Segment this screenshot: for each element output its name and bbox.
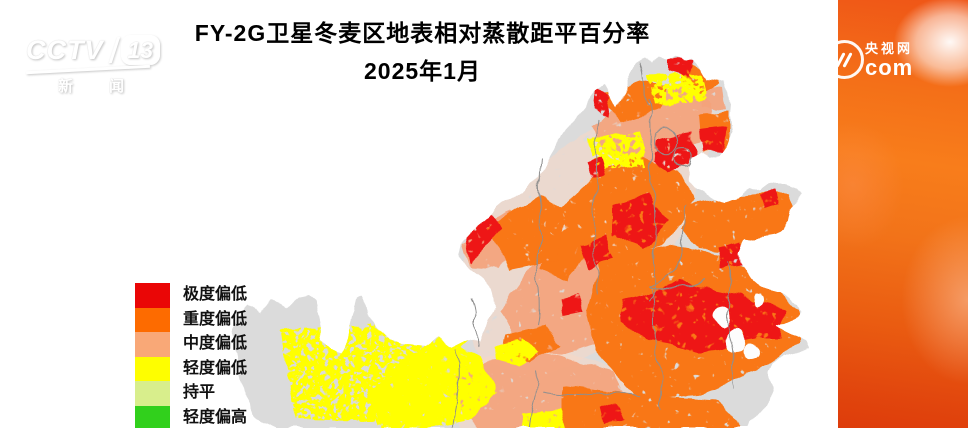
map-title-date: 2025年1月: [364, 58, 481, 84]
cctv13-logo-row: CCTV 13: [26, 34, 161, 66]
legend-swatch-severe-low: [135, 307, 170, 332]
cctv13-logo: CCTV 13 新闻: [26, 34, 161, 96]
map-lakes: [714, 293, 762, 360]
channel-subtitle: 新闻: [58, 78, 161, 95]
legend: 极度偏低 重度偏低 中度偏低 轻度偏低 持平 轻度偏高: [135, 283, 247, 428]
legend-swatch-mild-high: [135, 405, 170, 428]
legend-label: 轻度偏高: [183, 408, 248, 426]
legend-label: 极度偏低: [183, 286, 248, 303]
cctvcom-site-domain: com: [865, 55, 914, 80]
channel-number: 13: [120, 35, 161, 65]
legend-swatch-extreme-low: [135, 283, 170, 308]
cctv-brand-text: CCTV: [26, 34, 104, 65]
legend-label: 轻度偏低: [183, 359, 248, 377]
legend-swatch-neutral: [135, 381, 170, 406]
legend-label: 中度偏低: [183, 335, 248, 352]
map-region-mild-low-speckles: [280, 73, 707, 422]
cctvcom-site-name: 央视网: [865, 41, 914, 56]
cctvcom-circle-icon: [838, 40, 864, 79]
legend-item-extreme-low: 极度偏低: [135, 283, 247, 308]
legend-item-severe-low: 重度偏低: [135, 307, 248, 332]
underline-swoosh-icon: [26, 64, 150, 75]
map-title-line1: FY-2G卫星冬麦区地表相对蒸散距平百分率: [194, 20, 651, 46]
legend-item-moderate-low: 中度偏低: [135, 332, 247, 357]
legend-swatch-moderate-low: [135, 332, 170, 357]
legend-swatch-mild-low: [135, 356, 170, 381]
legend-label: 持平: [183, 384, 216, 401]
map-title: FY-2G卫星冬麦区地表相对蒸散距平百分率 2025年1月: [0, 14, 845, 86]
legend-item-mild-low: 轻度偏低: [135, 356, 248, 381]
map-province-borders: [451, 61, 735, 428]
cctvcom-logo-text: 央视网 com: [865, 42, 913, 79]
legend-item-mild-high: 轻度偏高: [135, 405, 248, 428]
right-watermark-bar: 央视网 com: [838, 0, 968, 428]
legend-item-neutral: 持平: [135, 381, 247, 406]
slash-divider-icon: [108, 37, 120, 63]
legend-label: 重度偏低: [183, 310, 248, 328]
